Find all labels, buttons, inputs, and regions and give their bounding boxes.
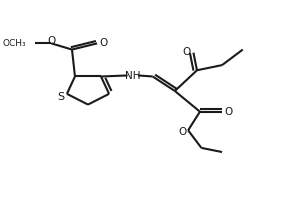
Text: O: O xyxy=(47,35,55,45)
Text: O: O xyxy=(225,106,233,116)
Text: O: O xyxy=(99,38,108,48)
Text: O: O xyxy=(179,127,187,137)
Text: OCH₃: OCH₃ xyxy=(2,39,26,48)
Text: O: O xyxy=(183,46,191,56)
Text: S: S xyxy=(57,92,64,102)
Text: NH: NH xyxy=(125,70,141,80)
